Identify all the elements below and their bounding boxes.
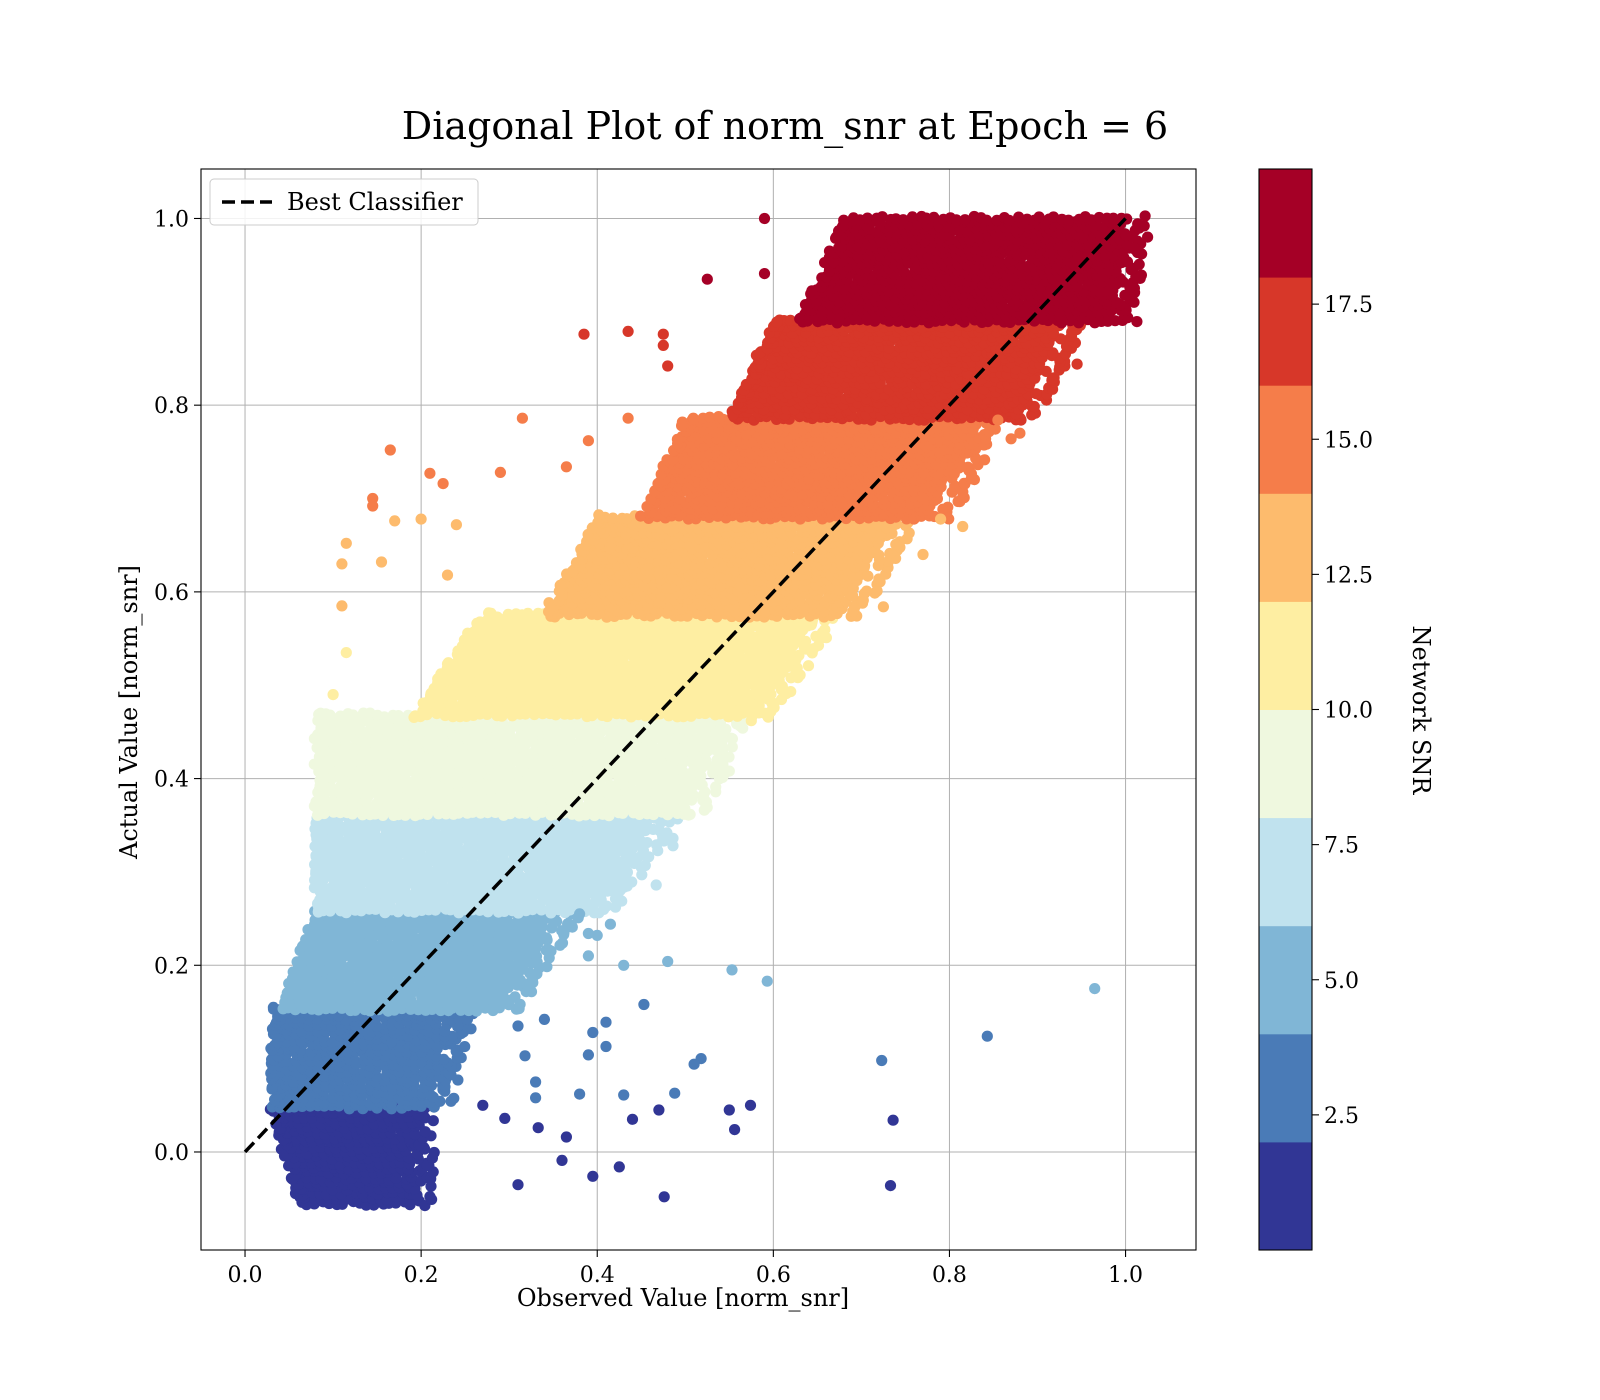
- scatter-series-bin-2-4: [265, 1001, 479, 1115]
- scatter-series-bin-12-14: [543, 509, 918, 623]
- scatter-point: [490, 994, 502, 1006]
- scatter-point: [426, 1193, 438, 1205]
- scatter-point: [313, 708, 325, 721]
- scatter-point: [522, 607, 534, 620]
- scatter-point: [392, 710, 404, 722]
- scatter-point: [418, 984, 430, 997]
- scatter-point: [710, 786, 722, 798]
- scatter-point: [861, 585, 873, 597]
- scatter-point: [474, 616, 486, 628]
- scatter-point: [409, 1183, 421, 1195]
- scatter-point: [459, 1041, 471, 1053]
- scatter-series-bin-0-2: [264, 1099, 440, 1212]
- scatter-point: [562, 918, 574, 930]
- scatter-point: [324, 709, 336, 721]
- scatter-point: [556, 937, 569, 949]
- scatter-series-bin-10-12: [408, 607, 839, 724]
- scatter-point: [267, 1001, 279, 1014]
- scatter-point: [483, 607, 495, 619]
- scatter-point: [448, 1092, 460, 1104]
- scatter-point: [409, 1128, 421, 1140]
- scatter-point: [542, 944, 555, 956]
- scatter-point: [347, 709, 359, 721]
- scatter-series-bin-6-8: [308, 806, 686, 919]
- scatter-point: [509, 991, 521, 1003]
- scatter-series-bin-4-6: [277, 903, 584, 1017]
- scatter-point: [326, 1036, 338, 1048]
- scatter-point: [802, 660, 815, 672]
- scatter-points: [264, 210, 1154, 1212]
- scatter-point: [428, 1146, 440, 1159]
- scatter-point: [442, 657, 454, 669]
- scatter-series-bin-8-10: [308, 707, 750, 822]
- scatter-point: [816, 627, 829, 639]
